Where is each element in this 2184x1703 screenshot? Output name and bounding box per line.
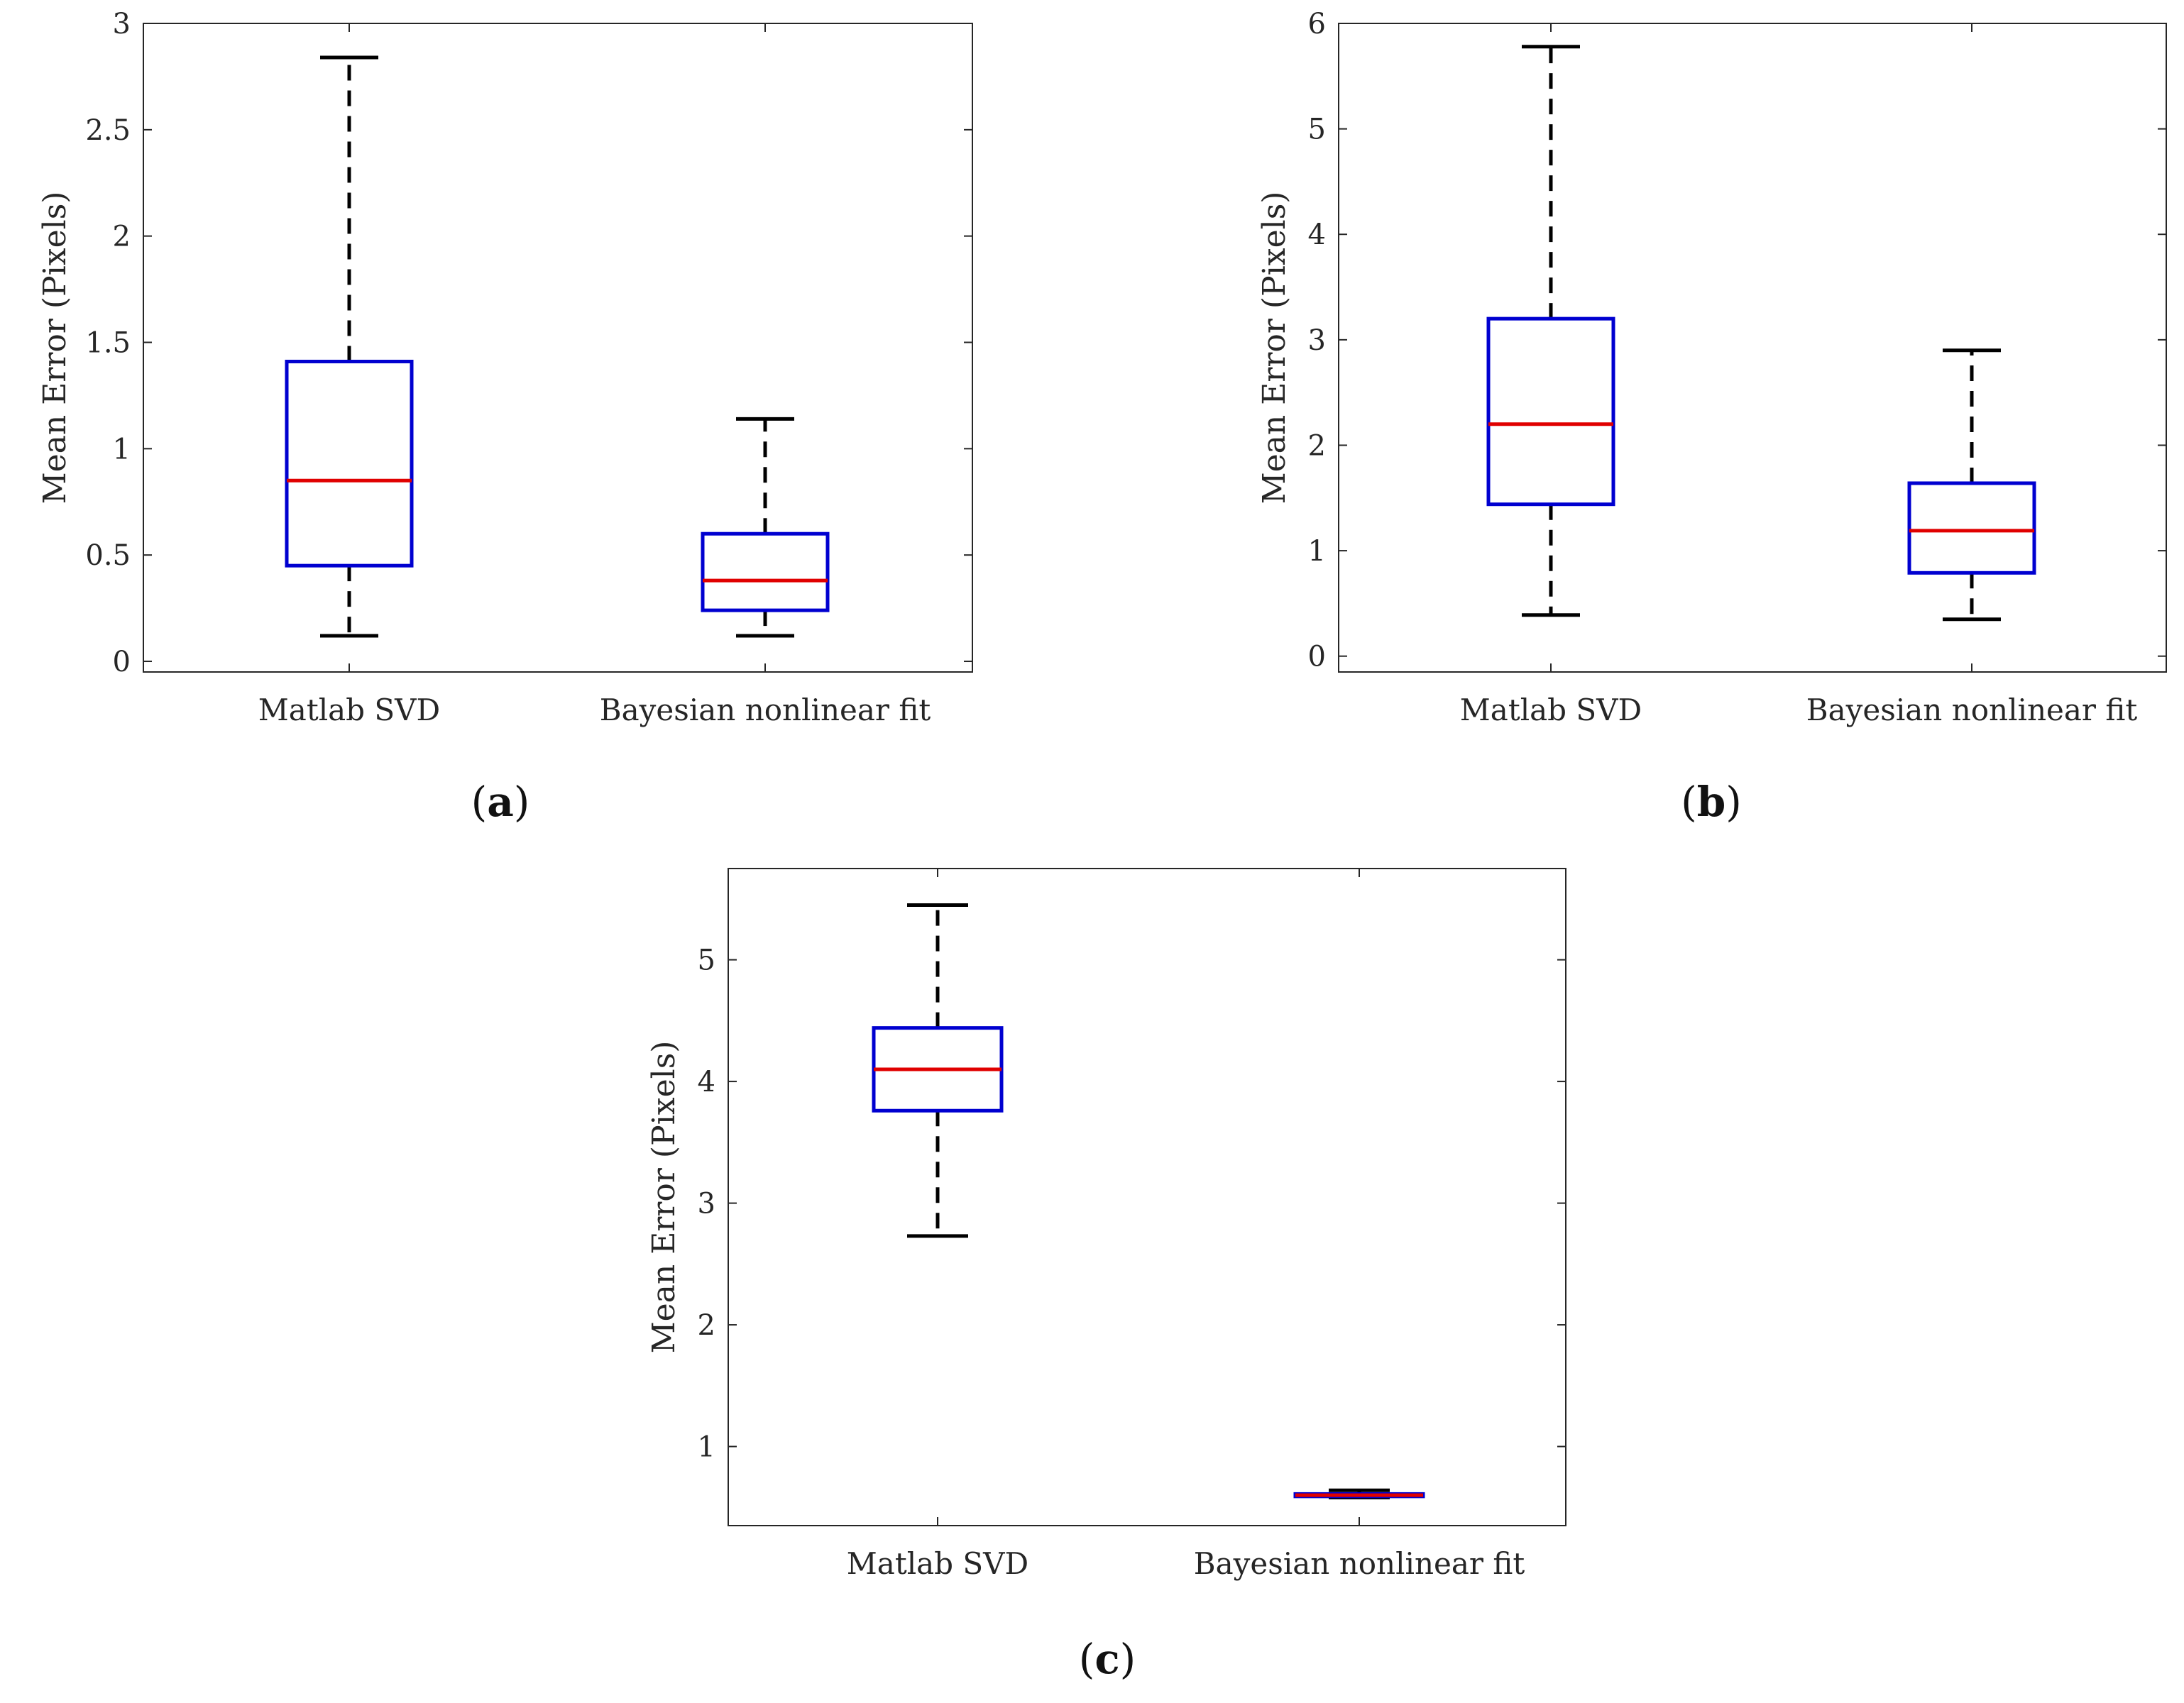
category-label-a: Matlab SVD	[258, 693, 440, 727]
y-tick-label-a: 1	[113, 433, 131, 465]
panel-label-c: (c)	[1079, 1635, 1136, 1683]
y-axis-label-a: Mean Error (Pixels)	[37, 192, 73, 505]
y-tick-label-c: 4	[698, 1066, 715, 1098]
y-tick-label-a: 2.5	[85, 114, 131, 147]
iqr-box-a	[701, 531, 830, 612]
panel-c: Mean Error (Pixels) (c) 1 2 3 4 5 Matlab SVD B…	[646, 868, 1566, 1683]
y-tick-label-b: 5	[1308, 114, 1326, 146]
y-tick-label-a: 2	[113, 221, 131, 253]
category-label-b: Bayesian nonlinear fit	[1806, 693, 2138, 727]
y-axis-label-c: Mean Error (Pixels)	[646, 1041, 682, 1354]
panel-label-a: (a)	[471, 778, 530, 826]
iqr-box-b	[1907, 481, 2036, 575]
y-tick-label-b: 2	[1308, 429, 1326, 462]
y-tick-label-b: 3	[1308, 324, 1326, 357]
y-axis-label-b: Mean Error (Pixels)	[1256, 192, 1293, 505]
plot-frame-b	[1338, 23, 2167, 673]
y-tick-label-b: 0	[1308, 641, 1326, 673]
y-tick-label-b: 1	[1308, 535, 1326, 568]
y-tick-label-b: 6	[1308, 8, 1326, 40]
category-label-b: Matlab SVD	[1460, 693, 1642, 727]
category-label-c: Matlab SVD	[847, 1546, 1028, 1581]
panel-b: Mean Error (Pixels) (b) 0 1 2 3 4 5 6 Matlab SV…	[1256, 8, 2167, 826]
y-tick-label-b: 4	[1308, 219, 1326, 251]
y-tick-label-a: 1.5	[85, 327, 131, 360]
plot-frame-a	[143, 23, 973, 673]
category-label-c: Bayesian nonlinear fit	[1194, 1546, 1525, 1581]
y-tick-label-c: 2	[698, 1309, 715, 1342]
category-label-a: Bayesian nonlinear fit	[600, 693, 931, 727]
y-tick-label-a: 0	[113, 646, 131, 678]
panel-a: Mean Error (Pixels) (a) 0 0.5 1 1.5 2 2.5 3 Mat…	[37, 8, 973, 826]
y-tick-label-c: 1	[698, 1431, 715, 1464]
iqr-box-a	[285, 359, 414, 568]
y-tick-label-a: 3	[113, 8, 131, 40]
panel-label-b: (b)	[1681, 778, 1742, 826]
y-tick-label-c: 5	[698, 944, 715, 977]
y-tick-label-a: 0.5	[85, 539, 131, 572]
plot-frame-c	[728, 868, 1566, 1526]
iqr-box-b	[1486, 316, 1615, 507]
y-tick-label-c: 3	[698, 1188, 715, 1220]
